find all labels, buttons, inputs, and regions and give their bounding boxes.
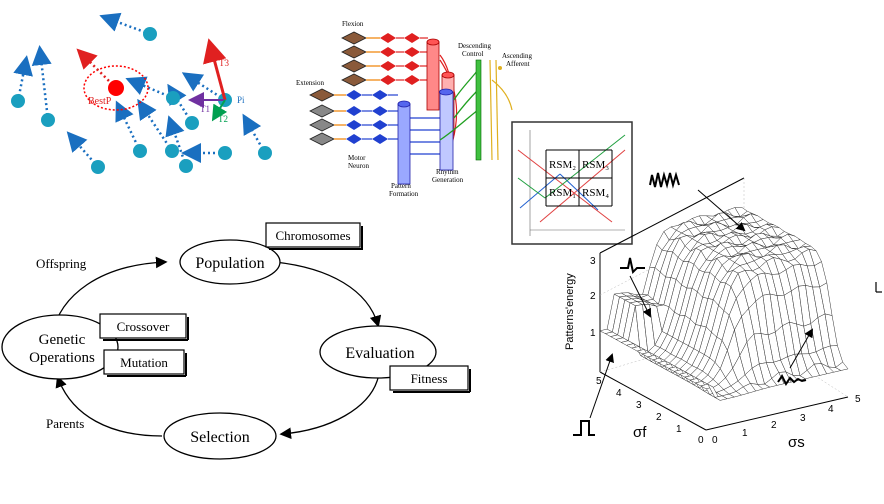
energy-surface <box>599 207 849 402</box>
sigma-s-tick: 0 <box>712 435 718 446</box>
population-label: Population <box>195 255 264 272</box>
particle <box>258 146 272 160</box>
motor-neuron-label-2: Neuron <box>348 162 369 170</box>
rsm-cell-4: RSM₄ <box>582 187 609 199</box>
arrow-to-evaluation <box>274 261 382 328</box>
sigma-f-tick: 0 <box>698 435 704 446</box>
crossover-box <box>99 313 187 339</box>
particle-swarm-diagram: BestP T3 T1 T2 Pi <box>11 12 272 174</box>
offspring-label: Offspring <box>36 256 87 271</box>
z-tick: 1 <box>590 328 596 339</box>
surface-cell <box>835 361 849 371</box>
parents-label: Parents <box>46 416 84 431</box>
particle <box>218 146 232 160</box>
extension-neurons <box>346 90 388 144</box>
genetic-operations-label-1: Genetic <box>39 332 86 348</box>
particle <box>133 144 147 158</box>
chromosomes-box <box>265 222 361 248</box>
z-axis-label: Patterns'energy <box>564 273 576 350</box>
extension-muscles <box>309 88 335 146</box>
sigma-f-tick: 3 <box>636 400 642 411</box>
bestp-label: BestP <box>88 96 112 107</box>
t2-label: T2 <box>218 114 228 124</box>
sigma-s-tick: 2 <box>771 420 777 431</box>
sigma-f-label: σf <box>633 424 647 441</box>
pi-label: Pi <box>237 95 245 105</box>
genetic-algorithm-cycle: Population Chromosomes Evaluation Fitnes… <box>1 222 471 460</box>
sigma-f-tick: 4 <box>616 388 622 399</box>
sigma-s-tick: 3 <box>800 413 806 424</box>
extension-label: Extension <box>296 79 324 87</box>
sigma-f-tick: 1 <box>676 424 682 435</box>
best-particle <box>108 80 124 96</box>
t3-label: T3 <box>219 58 229 68</box>
ascending-afferent-label-1: Ascending <box>502 52 532 60</box>
surface-plot: 1 2 3 Patterns'energy 5 4 3 2 1 0 σf 0 1… <box>564 171 882 451</box>
sigma-f-tick: 5 <box>596 376 602 387</box>
flexion-muscles <box>341 31 367 87</box>
sigma-s-tick: 5 <box>855 394 861 405</box>
selection-label: Selection <box>190 429 250 446</box>
particle <box>179 159 193 173</box>
best-neighborhood <box>83 65 149 111</box>
flexion-pattern-column <box>426 41 440 111</box>
flexion-neurons <box>380 33 420 85</box>
rsm-inset: RSM₂ RSM₃ RSM₁ RSM₄ <box>511 121 633 245</box>
particle <box>91 160 105 174</box>
evaluation-node <box>319 325 437 379</box>
waveform-damped <box>777 374 807 386</box>
particle <box>41 113 55 127</box>
mutation-box <box>103 349 185 375</box>
genetic-operations-label-2: Operations <box>29 350 95 366</box>
particle <box>166 91 180 105</box>
arrow-to-selection <box>279 377 379 440</box>
extension-rhythm-column <box>439 91 454 171</box>
sigma-s-tick: 4 <box>828 404 834 415</box>
rsm-cell-3: RSM₃ <box>582 159 609 171</box>
descending-control-label-2: Control <box>462 50 483 58</box>
pattern-formation-label-1: Pattern <box>391 182 411 190</box>
chromosomes-label: Chromosomes <box>275 228 350 243</box>
particle <box>165 144 179 158</box>
fitness-box <box>389 365 469 391</box>
z-tick: 3 <box>590 256 596 267</box>
descending-control-label-1: Descending <box>458 42 492 50</box>
rsm-cell-2: RSM₂ <box>549 159 576 171</box>
particle <box>185 116 199 130</box>
selection-node <box>163 412 277 460</box>
sigma-s-label: σs <box>788 434 805 451</box>
sigma-f-tick: 2 <box>656 412 662 423</box>
genetic-operations-node <box>1 314 119 380</box>
rhythm-generation-label-2: Generation <box>432 176 464 184</box>
particles <box>11 27 272 174</box>
ascending-afferent-label-2: Afferent <box>506 60 530 68</box>
particle <box>11 94 25 108</box>
waveform-square <box>573 420 595 436</box>
motor-neuron-label-1: Motor <box>348 154 366 162</box>
z-tick: 2 <box>590 291 596 302</box>
pattern-formation-label-2: Formation <box>389 190 419 198</box>
waveform-burst <box>649 171 680 189</box>
evaluation-label: Evaluation <box>345 345 414 362</box>
sigma-s-tick: 1 <box>742 428 748 439</box>
t3-vector <box>203 38 227 101</box>
waveform-spike <box>620 257 645 275</box>
mutation-label: Mutation <box>120 355 168 370</box>
flexion-label: Flexion <box>342 20 364 28</box>
rsm-cell-1: RSM₁ <box>549 187 576 199</box>
crossover-label: Crossover <box>117 319 170 334</box>
particle <box>143 27 157 41</box>
fitness-label: Fitness <box>411 371 448 386</box>
t1-label: T1 <box>200 104 210 114</box>
extension-pattern-column <box>397 103 411 185</box>
t2-vector <box>211 99 228 122</box>
cpg-diagram: Flexion Extension Descending Control Asc… <box>296 20 532 198</box>
population-node <box>179 239 281 285</box>
rhythm-generation-label-1: Rhythm <box>436 168 459 176</box>
arrow-parents <box>55 375 163 437</box>
